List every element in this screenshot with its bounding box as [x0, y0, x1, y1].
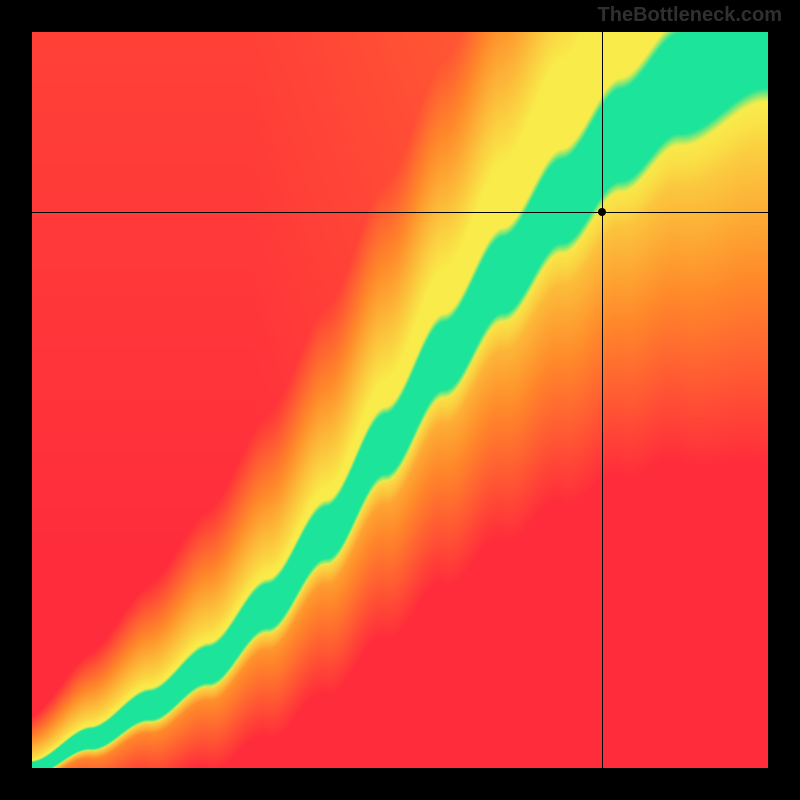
heatmap-canvas: [32, 32, 768, 768]
crosshair-marker: [598, 208, 606, 216]
crosshair-vertical: [602, 32, 603, 768]
plot-area: [32, 32, 768, 768]
watermark-text: TheBottleneck.com: [598, 4, 782, 27]
chart-container: TheBottleneck.com: [0, 0, 800, 800]
crosshair-horizontal: [32, 212, 768, 213]
